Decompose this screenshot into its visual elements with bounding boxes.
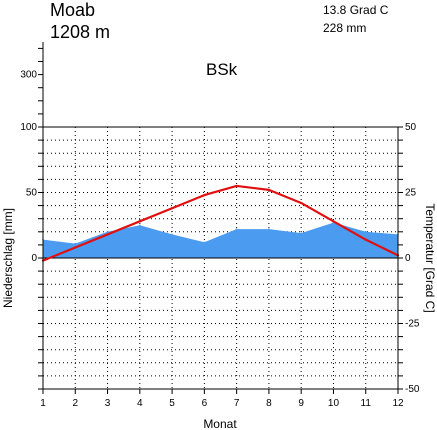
x-tick-label: 9: [298, 398, 304, 409]
temperature-line: [42, 184, 399, 262]
left-tick-label: 100: [20, 122, 37, 133]
station-name: Moab: [50, 0, 95, 20]
x-tick-label: 11: [361, 398, 372, 409]
precipitation-point: [171, 233, 173, 236]
temperature-point: [300, 201, 303, 205]
x-tick-label: 12: [392, 398, 404, 409]
x-tick-label: 5: [169, 398, 175, 409]
mean-temperature: 13.8 Grad C: [323, 3, 389, 17]
x-tick-label: 1: [40, 398, 46, 409]
x-axis-title: Monat: [203, 417, 237, 430]
x-tick-label: 6: [202, 398, 208, 409]
right-tick-label: 50: [405, 122, 417, 133]
x-tick-label: 8: [266, 398, 272, 409]
precipitation-point: [268, 228, 270, 230]
left-tick-label: 50: [26, 188, 38, 199]
right-tick-label: -25: [405, 319, 420, 330]
temperature-point: [267, 188, 271, 191]
temperature-point: [364, 238, 367, 241]
precipitation-point: [235, 228, 238, 230]
precipitation-area: [43, 222, 398, 258]
precipitation-point: [106, 231, 109, 233]
station-elevation: 1208 m: [50, 22, 110, 42]
temperature-point: [74, 246, 77, 249]
precipitation-point: [139, 224, 141, 227]
temperature-point: [138, 220, 141, 223]
precipitation-point: [74, 242, 77, 245]
right-axis-title: Temperatur [Grad C]: [423, 203, 437, 312]
upper-axis-ticks: [38, 42, 44, 128]
right-tick-label: 0: [405, 253, 411, 264]
temperature-point: [235, 184, 238, 188]
left-tick-label: 0: [31, 253, 37, 264]
precipitation-point: [203, 241, 206, 244]
x-tick-label: 7: [234, 398, 240, 409]
axis-ticks: [38, 126, 403, 394]
precipitation-area-layer: [42, 221, 399, 259]
left-axis-extra-tick-label: 300: [20, 70, 37, 81]
climate-class: BSk: [206, 60, 238, 79]
temperature-point: [332, 220, 335, 223]
right-tick-label: 25: [405, 188, 417, 199]
left-axis-title: Niederschlag [mm]: [1, 208, 15, 308]
x-tick-label: 10: [328, 398, 340, 409]
temperature-point: [170, 207, 174, 210]
right-tick-label: -50: [405, 384, 420, 395]
precipitation-point: [364, 231, 367, 233]
temperature-point: [106, 233, 109, 236]
x-tick-label: 3: [105, 398, 111, 409]
temperature-point: [203, 194, 206, 197]
temperature-line-layer: [41, 184, 400, 262]
x-tick-label: 2: [72, 398, 78, 409]
x-tick-label: 4: [137, 398, 143, 409]
annual-precipitation: 228 mm: [323, 21, 366, 35]
precipitation-point: [300, 232, 302, 234]
